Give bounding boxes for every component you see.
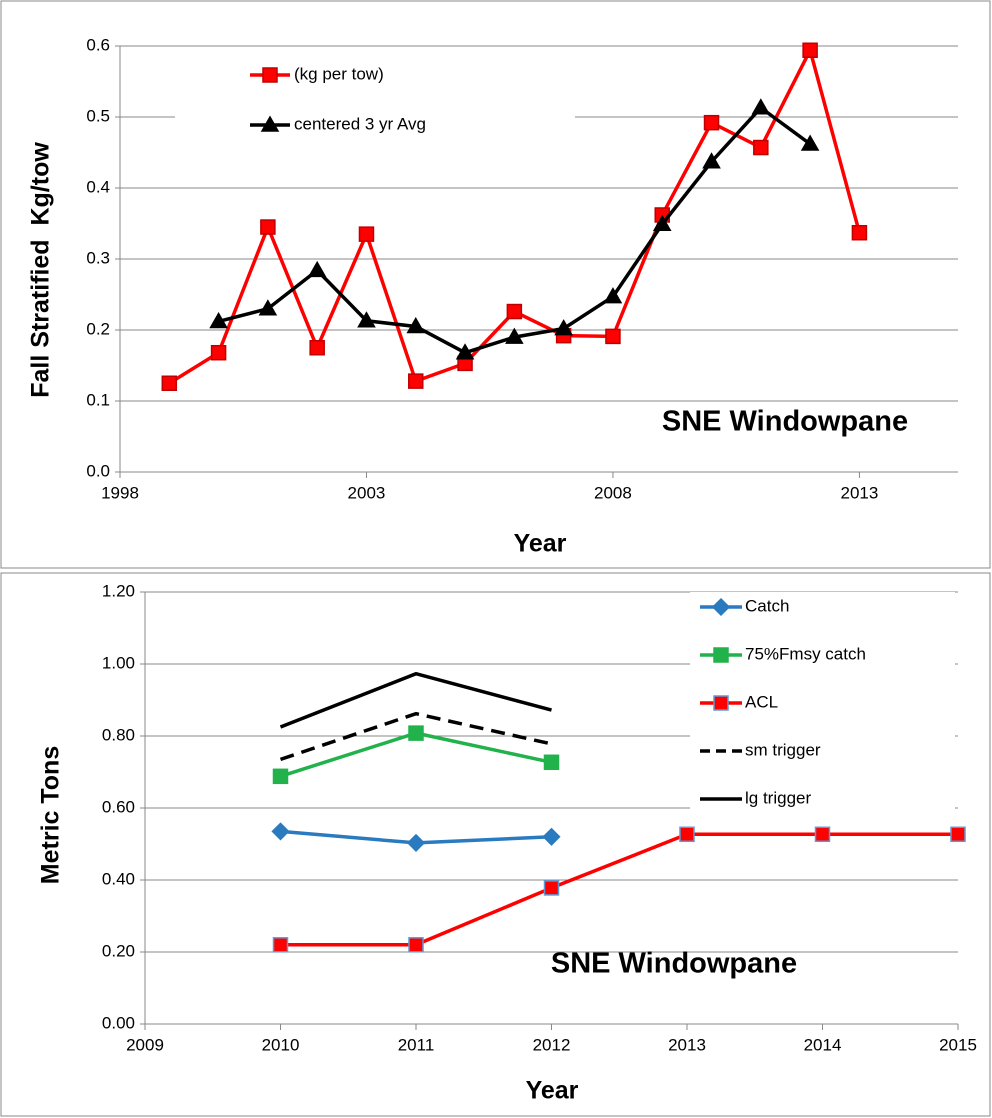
marker [702,152,721,169]
legend-label: sm trigger [745,740,821,759]
marker [260,115,280,132]
marker [406,833,426,852]
marker [408,937,424,953]
series-line [279,711,552,762]
y-tick-label: 0.2 [86,319,110,338]
marker [751,98,771,115]
marker [711,597,731,617]
y-tick-label: 0.6 [86,35,110,54]
x-tick-label: 2013 [668,1035,706,1054]
annotation: SNE Windowpane [551,948,797,980]
marker [262,67,278,83]
x-tick-label: 2003 [348,483,386,502]
marker [271,822,290,841]
marker [455,343,475,360]
marker [703,114,720,131]
legend-label: 75%Fmsy catch [745,644,866,663]
y-tick-label: 0.00 [102,1013,135,1032]
x-tick-label: 2015 [939,1035,977,1054]
y-tick-label: 0.4 [86,177,110,196]
marker [814,826,831,843]
x-tick-label: 2014 [804,1035,842,1054]
marker [713,647,729,663]
x-axis-title: Year [514,530,567,558]
marker [554,319,573,336]
legend [175,58,575,148]
y-tick-label: 0.60 [102,797,135,816]
legend-label: (kg per tow) [294,64,384,83]
marker [506,303,523,320]
x-tick-label: 2009 [126,1035,164,1054]
y-tick-label: 1.00 [102,653,135,672]
marker [713,695,729,711]
series-line [280,832,958,947]
marker [309,340,325,356]
marker [802,42,818,59]
marker [358,226,375,242]
marker [542,827,561,846]
y-tick-label: 0.80 [102,725,135,744]
series-line [279,671,552,729]
marker [605,328,621,345]
y-tick-label: 0.5 [86,106,110,125]
marker [209,311,228,329]
marker [408,725,424,741]
x-tick-label: 2013 [840,483,878,502]
marker [851,224,868,241]
marker [543,880,560,896]
marker [258,299,278,316]
legend-label: lg trigger [745,788,811,807]
x-tick-label: 2010 [262,1035,300,1054]
y-tick-label: 0.0 [86,461,110,480]
marker [272,937,289,953]
marker [753,139,769,156]
x-axis-title: Year [526,1077,579,1105]
y-axis-title: Fall Stratified Kg/tow [27,142,55,398]
marker [161,375,178,391]
marker [307,260,327,278]
marker [357,311,376,328]
x-tick-label: 2011 [398,1035,435,1054]
marker [679,826,695,843]
marker [260,219,276,235]
marker [652,214,672,231]
y-tick-label: 0.20 [102,941,135,960]
legend-label: centered 3 yr Avg [294,114,426,133]
x-tick-label: 1998 [101,483,139,502]
marker [950,826,966,843]
legend-label: ACL [745,692,778,711]
annotation: SNE Windowpane [662,406,908,438]
marker [603,287,623,304]
legend-label: Catch [745,596,789,615]
marker [408,373,424,389]
marker [272,768,289,785]
y-tick-label: 1.20 [102,581,135,600]
marker [800,134,820,151]
x-tick-label: 2008 [594,483,632,502]
marker [406,316,426,334]
y-tick-label: 0.1 [86,390,110,409]
marker [543,754,560,771]
y-tick-label: 0.3 [86,248,110,267]
y-axis-title: Metric Tons [37,746,65,884]
marker [210,344,227,361]
x-tick-label: 2012 [533,1035,571,1054]
marker [505,327,524,344]
y-tick-label: 0.40 [102,869,135,888]
